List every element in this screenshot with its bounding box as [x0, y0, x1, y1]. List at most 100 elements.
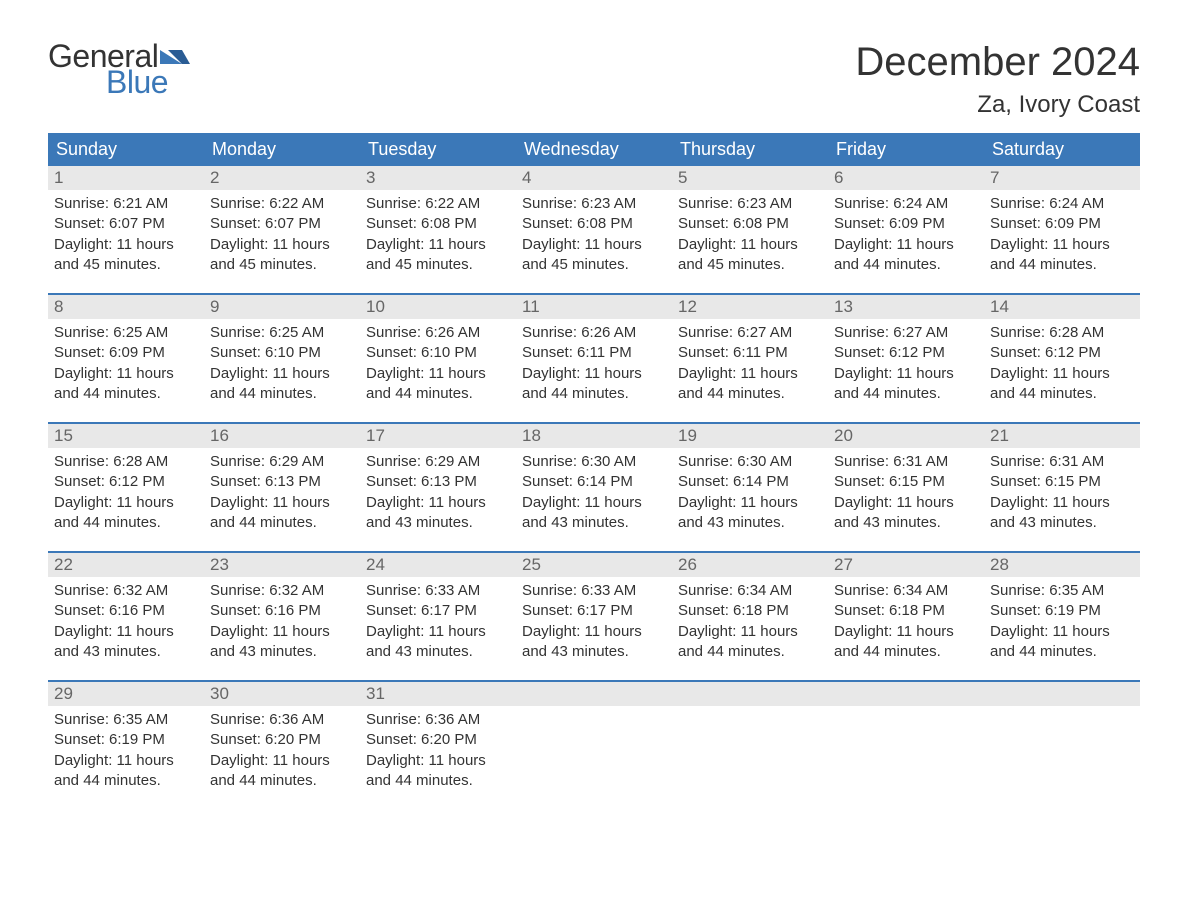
day-sunset: Sunset: 6:08 PM	[678, 214, 822, 234]
day-daylight2: and 43 minutes.	[54, 642, 198, 662]
day-daylight1: Daylight: 11 hours	[210, 364, 354, 384]
day-cell: 25Sunrise: 6:33 AMSunset: 6:17 PMDayligh…	[516, 553, 672, 664]
day-cell	[828, 682, 984, 793]
day-body: Sunrise: 6:26 AMSunset: 6:11 PMDaylight:…	[516, 319, 672, 406]
day-number: 18	[516, 424, 672, 448]
day-cell: 3Sunrise: 6:22 AMSunset: 6:08 PMDaylight…	[360, 166, 516, 277]
day-daylight1: Daylight: 11 hours	[522, 493, 666, 513]
day-daylight2: and 45 minutes.	[54, 255, 198, 275]
day-body: Sunrise: 6:32 AMSunset: 6:16 PMDaylight:…	[204, 577, 360, 664]
day-sunset: Sunset: 6:09 PM	[54, 343, 198, 363]
week-row: 8Sunrise: 6:25 AMSunset: 6:09 PMDaylight…	[48, 293, 1140, 406]
day-daylight1: Daylight: 11 hours	[834, 364, 978, 384]
day-body	[984, 706, 1140, 786]
day-cell: 28Sunrise: 6:35 AMSunset: 6:19 PMDayligh…	[984, 553, 1140, 664]
day-daylight1: Daylight: 11 hours	[990, 622, 1134, 642]
day-daylight1: Daylight: 11 hours	[678, 622, 822, 642]
day-sunrise: Sunrise: 6:23 AM	[678, 194, 822, 214]
day-body: Sunrise: 6:35 AMSunset: 6:19 PMDaylight:…	[984, 577, 1140, 664]
day-daylight2: and 44 minutes.	[54, 384, 198, 404]
day-sunset: Sunset: 6:09 PM	[834, 214, 978, 234]
day-sunrise: Sunrise: 6:25 AM	[210, 323, 354, 343]
day-body: Sunrise: 6:23 AMSunset: 6:08 PMDaylight:…	[516, 190, 672, 277]
day-daylight2: and 44 minutes.	[990, 384, 1134, 404]
day-cell: 1Sunrise: 6:21 AMSunset: 6:07 PMDaylight…	[48, 166, 204, 277]
day-sunrise: Sunrise: 6:33 AM	[366, 581, 510, 601]
day-body: Sunrise: 6:33 AMSunset: 6:17 PMDaylight:…	[360, 577, 516, 664]
day-sunset: Sunset: 6:12 PM	[834, 343, 978, 363]
day-sunset: Sunset: 6:10 PM	[210, 343, 354, 363]
day-daylight1: Daylight: 11 hours	[678, 235, 822, 255]
day-header-wed: Wednesday	[516, 133, 672, 166]
day-daylight2: and 45 minutes.	[210, 255, 354, 275]
day-sunset: Sunset: 6:18 PM	[678, 601, 822, 621]
day-daylight1: Daylight: 11 hours	[990, 493, 1134, 513]
day-sunset: Sunset: 6:15 PM	[990, 472, 1134, 492]
day-sunrise: Sunrise: 6:32 AM	[210, 581, 354, 601]
day-daylight2: and 44 minutes.	[834, 642, 978, 662]
day-cell: 24Sunrise: 6:33 AMSunset: 6:17 PMDayligh…	[360, 553, 516, 664]
day-cell: 26Sunrise: 6:34 AMSunset: 6:18 PMDayligh…	[672, 553, 828, 664]
day-number: 8	[48, 295, 204, 319]
day-cell: 10Sunrise: 6:26 AMSunset: 6:10 PMDayligh…	[360, 295, 516, 406]
day-cell: 2Sunrise: 6:22 AMSunset: 6:07 PMDaylight…	[204, 166, 360, 277]
day-body: Sunrise: 6:22 AMSunset: 6:07 PMDaylight:…	[204, 190, 360, 277]
day-daylight2: and 44 minutes.	[678, 642, 822, 662]
day-daylight2: and 45 minutes.	[366, 255, 510, 275]
day-daylight2: and 44 minutes.	[210, 771, 354, 791]
day-number: 15	[48, 424, 204, 448]
weeks-container: 1Sunrise: 6:21 AMSunset: 6:07 PMDaylight…	[48, 166, 1140, 793]
day-cell: 19Sunrise: 6:30 AMSunset: 6:14 PMDayligh…	[672, 424, 828, 535]
day-sunset: Sunset: 6:16 PM	[210, 601, 354, 621]
day-body: Sunrise: 6:36 AMSunset: 6:20 PMDaylight:…	[360, 706, 516, 793]
day-sunset: Sunset: 6:11 PM	[522, 343, 666, 363]
day-daylight1: Daylight: 11 hours	[834, 622, 978, 642]
day-daylight1: Daylight: 11 hours	[54, 751, 198, 771]
day-daylight2: and 44 minutes.	[678, 384, 822, 404]
day-sunrise: Sunrise: 6:35 AM	[54, 710, 198, 730]
day-cell: 30Sunrise: 6:36 AMSunset: 6:20 PMDayligh…	[204, 682, 360, 793]
day-daylight1: Daylight: 11 hours	[54, 235, 198, 255]
day-body	[828, 706, 984, 786]
day-number	[516, 682, 672, 706]
day-daylight2: and 44 minutes.	[366, 771, 510, 791]
day-body: Sunrise: 6:21 AMSunset: 6:07 PMDaylight:…	[48, 190, 204, 277]
day-body: Sunrise: 6:30 AMSunset: 6:14 PMDaylight:…	[672, 448, 828, 535]
day-sunset: Sunset: 6:11 PM	[678, 343, 822, 363]
day-number: 9	[204, 295, 360, 319]
day-daylight1: Daylight: 11 hours	[54, 364, 198, 384]
day-sunrise: Sunrise: 6:26 AM	[522, 323, 666, 343]
day-cell	[672, 682, 828, 793]
day-cell	[516, 682, 672, 793]
day-daylight2: and 43 minutes.	[522, 513, 666, 533]
day-header-tue: Tuesday	[360, 133, 516, 166]
day-body: Sunrise: 6:34 AMSunset: 6:18 PMDaylight:…	[672, 577, 828, 664]
day-number: 24	[360, 553, 516, 577]
day-cell: 9Sunrise: 6:25 AMSunset: 6:10 PMDaylight…	[204, 295, 360, 406]
day-body	[516, 706, 672, 786]
day-number: 4	[516, 166, 672, 190]
day-sunset: Sunset: 6:12 PM	[990, 343, 1134, 363]
day-daylight1: Daylight: 11 hours	[366, 235, 510, 255]
day-sunset: Sunset: 6:19 PM	[990, 601, 1134, 621]
day-sunrise: Sunrise: 6:34 AM	[834, 581, 978, 601]
day-body: Sunrise: 6:25 AMSunset: 6:10 PMDaylight:…	[204, 319, 360, 406]
day-cell: 5Sunrise: 6:23 AMSunset: 6:08 PMDaylight…	[672, 166, 828, 277]
day-cell: 6Sunrise: 6:24 AMSunset: 6:09 PMDaylight…	[828, 166, 984, 277]
day-number: 28	[984, 553, 1140, 577]
day-cell: 14Sunrise: 6:28 AMSunset: 6:12 PMDayligh…	[984, 295, 1140, 406]
day-daylight2: and 45 minutes.	[678, 255, 822, 275]
day-body: Sunrise: 6:29 AMSunset: 6:13 PMDaylight:…	[360, 448, 516, 535]
week-row: 1Sunrise: 6:21 AMSunset: 6:07 PMDaylight…	[48, 166, 1140, 277]
day-daylight1: Daylight: 11 hours	[522, 622, 666, 642]
day-body: Sunrise: 6:29 AMSunset: 6:13 PMDaylight:…	[204, 448, 360, 535]
day-header-sat: Saturday	[984, 133, 1140, 166]
day-body: Sunrise: 6:25 AMSunset: 6:09 PMDaylight:…	[48, 319, 204, 406]
day-number: 16	[204, 424, 360, 448]
day-number: 3	[360, 166, 516, 190]
day-number: 25	[516, 553, 672, 577]
day-sunrise: Sunrise: 6:36 AM	[210, 710, 354, 730]
day-daylight1: Daylight: 11 hours	[210, 751, 354, 771]
day-sunrise: Sunrise: 6:23 AM	[522, 194, 666, 214]
day-body: Sunrise: 6:26 AMSunset: 6:10 PMDaylight:…	[360, 319, 516, 406]
